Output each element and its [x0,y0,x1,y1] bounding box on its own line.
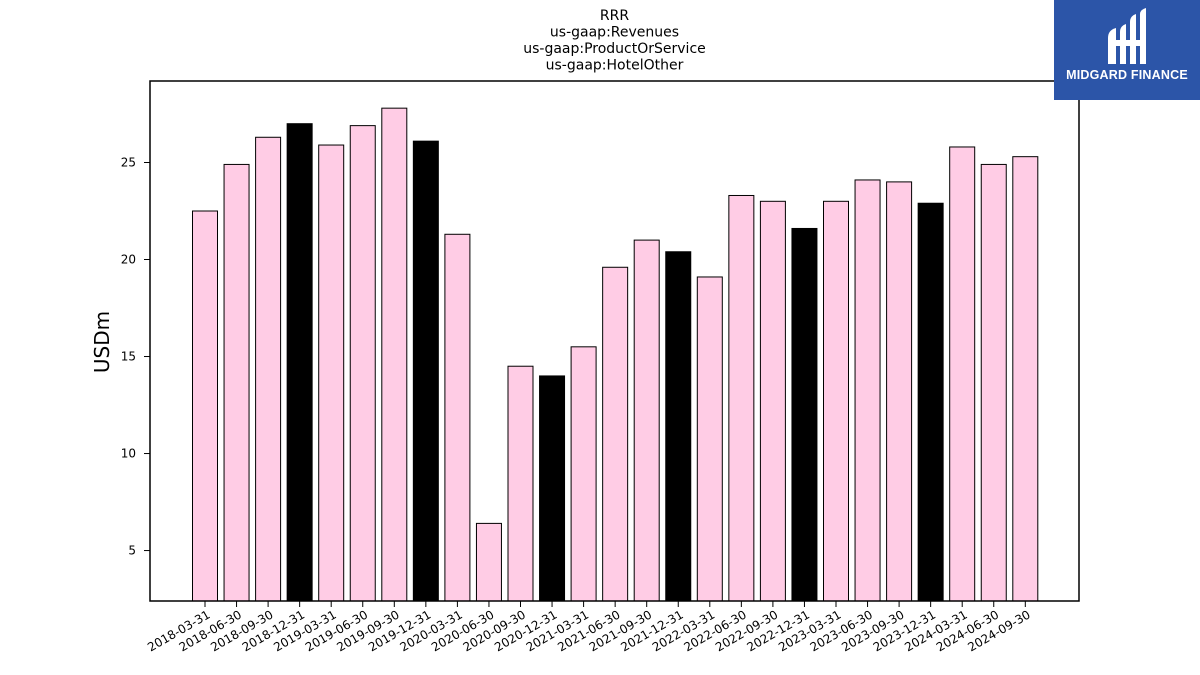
bar-2021-09-30 [633,239,660,602]
chart-title-line-4: us-gaap:HotelOther [546,58,684,74]
bar-2021-06-30 [602,266,629,602]
bar-2023-12-31 [917,202,944,602]
y-axis-label: USDm [90,311,114,373]
bar-2021-12-31 [665,251,692,602]
y-tick-label: 25 [121,155,136,169]
plot-area-frame [149,80,1080,602]
midgard-finance-logo: MIDGARD FINANCE [1054,0,1200,100]
bar-2019-06-30 [349,125,376,602]
logo-text: MIDGARD FINANCE [1066,68,1188,82]
bar-2021-03-31 [570,346,597,602]
y-tick-label: 10 [121,447,136,461]
chart-title: RRR us-gaap:Revenues us-gaap:ProductOrSe… [523,8,706,74]
bar-2019-09-30 [381,107,408,602]
bar-2022-12-31 [791,227,818,602]
bar-2019-12-31 [412,140,439,602]
y-tick-label: 5 [128,544,136,558]
bar-2020-06-30 [475,522,502,602]
bar-2020-03-31 [444,233,471,602]
bar-2019-03-31 [318,144,345,602]
chart-title-line-2: us-gaap:Revenues [550,25,679,41]
bar-2024-03-31 [949,146,976,602]
chart-title-line-3: us-gaap:ProductOrService [523,41,706,57]
bar-2020-12-31 [539,375,566,602]
bar-2023-09-30 [886,181,913,602]
bar-2018-09-30 [255,136,282,602]
y-tick-label: 15 [121,350,136,364]
bar-2018-06-30 [223,163,250,602]
bar-2022-03-31 [696,276,723,602]
chart-title-line-1: RRR [600,8,629,24]
y-tick-label: 20 [121,253,136,267]
bar-2023-06-30 [854,179,881,602]
bar-2024-09-30 [1012,156,1039,602]
midgard-logo-icon [1108,8,1146,64]
bar-2020-09-30 [507,365,534,602]
bar-2022-09-30 [759,200,786,602]
bar-2022-06-30 [728,194,755,602]
bar-series [192,107,1039,602]
bar-2018-03-31 [192,210,218,602]
bar-2024-06-30 [980,163,1007,602]
bar-2018-12-31 [286,123,313,602]
bar-2023-03-31 [823,200,849,602]
x-axis: 2018-03-312018-06-302018-09-302018-12-31… [145,601,1033,654]
y-axis: 5 10 15 20 25 [121,155,150,558]
